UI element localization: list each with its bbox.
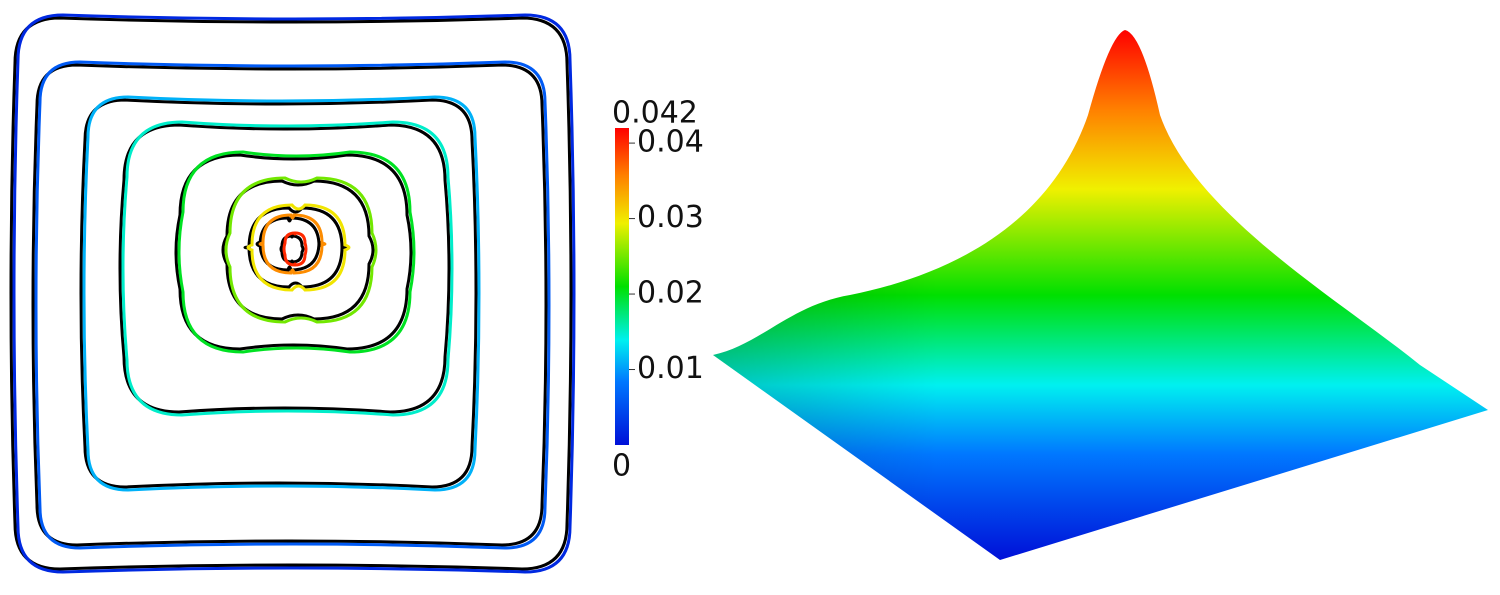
colorbar-tick-label: 0.01 <box>637 351 704 386</box>
contour-outline <box>79 98 478 489</box>
contour-outline <box>31 63 548 547</box>
contour-line <box>34 60 551 550</box>
contour-outline <box>174 153 413 351</box>
surface-plot <box>713 30 1488 560</box>
colorbar-tick-label: 0.02 <box>637 276 704 311</box>
colorbar-min-label: 0 <box>612 449 631 484</box>
contour-outline <box>221 179 375 321</box>
colorbar: 0.042 0 0.01 0.02 0.03 0.04 <box>612 96 704 484</box>
surface <box>713 30 1488 560</box>
contour-line <box>282 231 308 267</box>
contour-line <box>12 13 576 574</box>
colorbar-ramp <box>615 128 629 445</box>
contour-line <box>82 95 481 492</box>
contour-plot <box>9 13 576 574</box>
colorbar-max-label: 0.042 <box>612 96 698 131</box>
contour-outline <box>9 16 573 571</box>
contour-line <box>177 150 416 354</box>
contour-line <box>258 213 327 275</box>
contour-line <box>224 176 378 324</box>
contour-outline <box>118 123 451 414</box>
contour-outline <box>279 234 305 264</box>
surface-shading <box>713 115 1088 560</box>
colorbar-tick-label: 0.03 <box>637 200 704 235</box>
contour-line <box>121 120 454 417</box>
colorbar-tick-label: 0.04 <box>637 125 704 160</box>
contour-line <box>246 203 351 292</box>
